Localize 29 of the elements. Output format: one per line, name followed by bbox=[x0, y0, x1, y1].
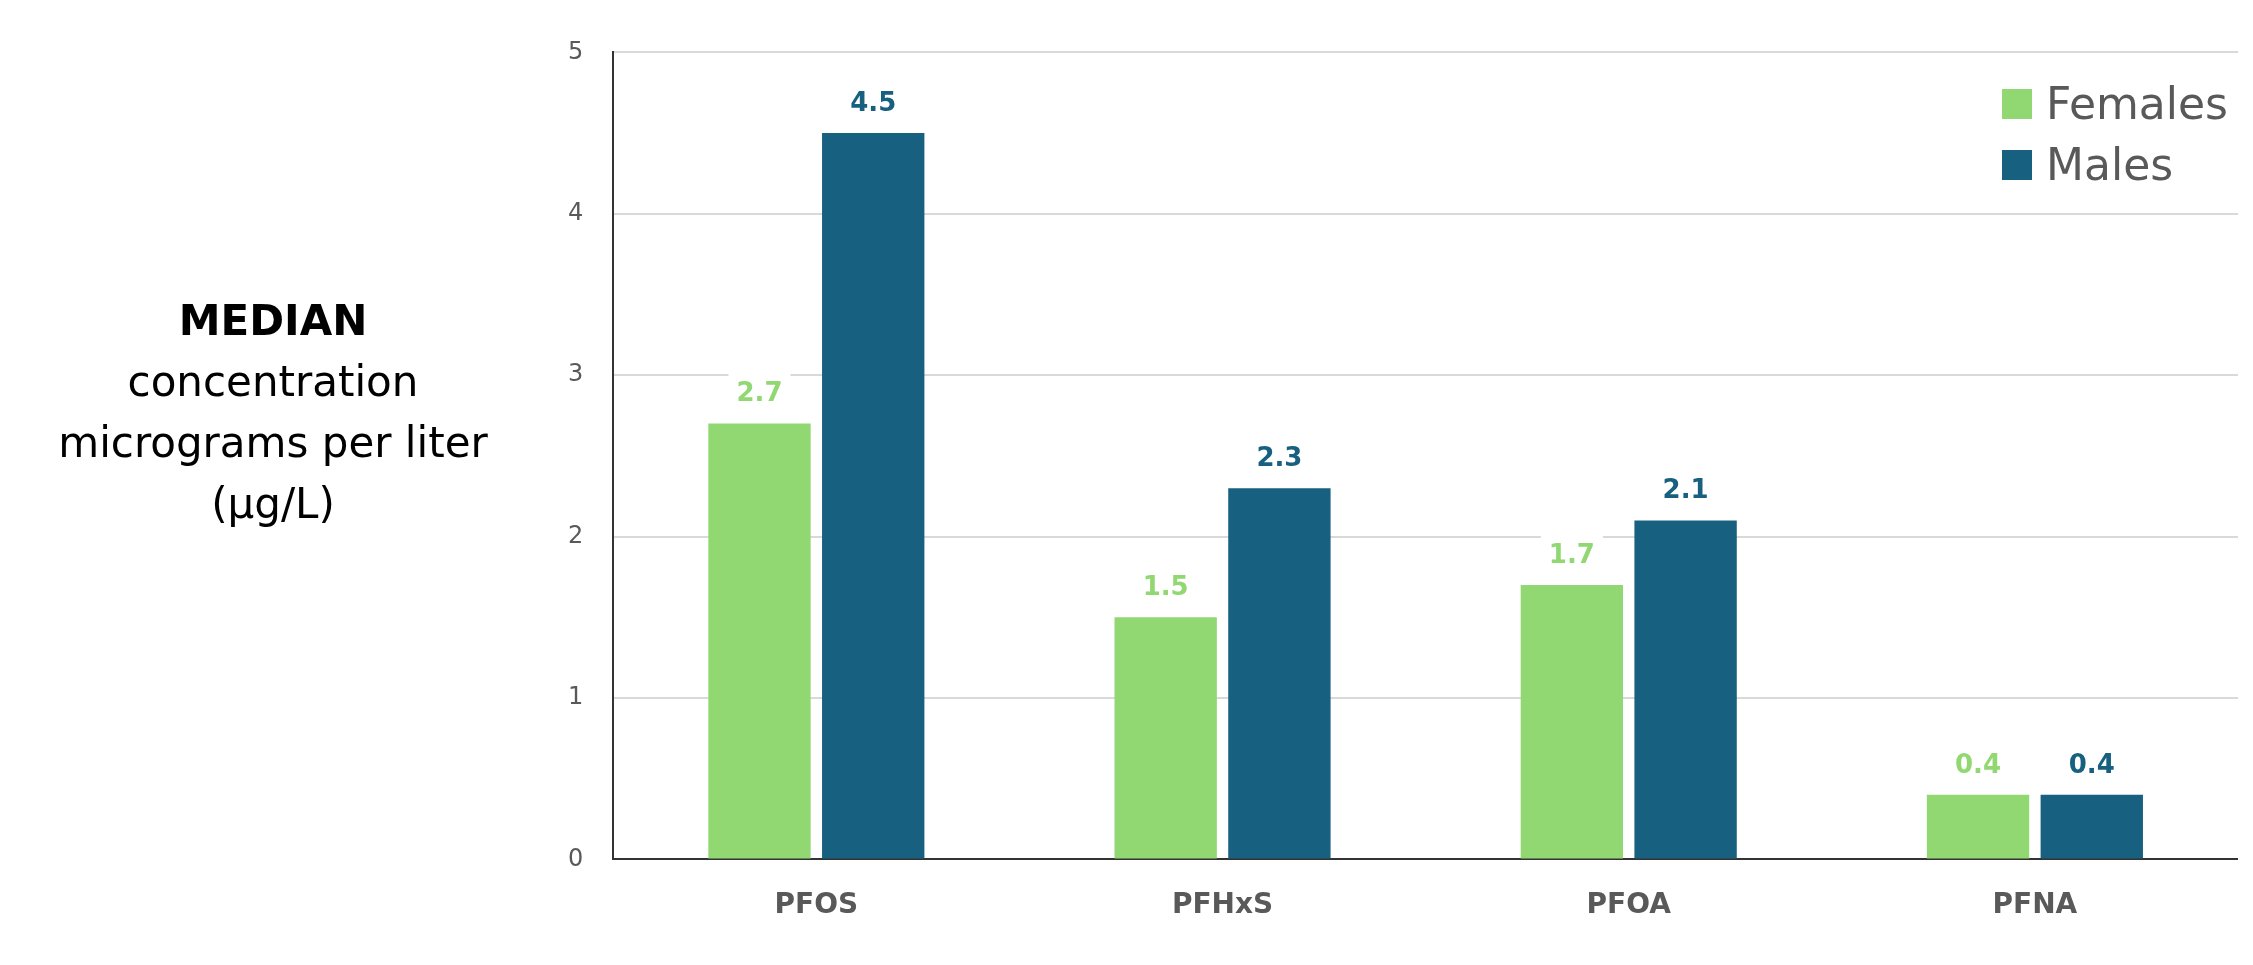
data-label: 2.3 bbox=[1256, 441, 1303, 472]
data-label: 2.7 bbox=[736, 377, 783, 408]
y-tick-label: 2 bbox=[567, 520, 584, 549]
bar bbox=[1520, 585, 1624, 859]
data-label: 1.7 bbox=[1548, 538, 1595, 569]
x-tick-label: PFNA bbox=[1992, 887, 2078, 921]
y-axis-title: MEDIAN concentration micrograms per liter (µg/L) bbox=[58, 295, 488, 530]
data-label: 0.4 bbox=[1955, 748, 2002, 779]
y-tick-label: 1 bbox=[567, 682, 584, 711]
data-label: 0.4 bbox=[2068, 748, 2115, 779]
x-tick-label: PFHxS bbox=[1171, 887, 1274, 921]
bar bbox=[822, 133, 925, 859]
data-label: 1.5 bbox=[1142, 571, 1189, 602]
y-tick-label: 0 bbox=[567, 843, 584, 872]
y-tick-label: 4 bbox=[567, 198, 584, 227]
bar bbox=[1114, 617, 1217, 859]
bar bbox=[708, 423, 811, 859]
x-tick-label: PFOA bbox=[1586, 887, 1672, 921]
bar bbox=[1634, 520, 1737, 859]
y-tick-label: 3 bbox=[567, 359, 584, 388]
legend-label: Females bbox=[2045, 78, 2228, 129]
bar bbox=[2040, 794, 2143, 859]
x-tick-label: PFOS bbox=[774, 887, 859, 921]
bar bbox=[1228, 488, 1331, 859]
data-label: 2.1 bbox=[1662, 474, 1709, 505]
y-tick-label: 5 bbox=[567, 36, 584, 65]
legend-label: Males bbox=[2045, 139, 2174, 190]
bar bbox=[1926, 794, 2030, 859]
data-label: 4.5 bbox=[850, 86, 897, 117]
